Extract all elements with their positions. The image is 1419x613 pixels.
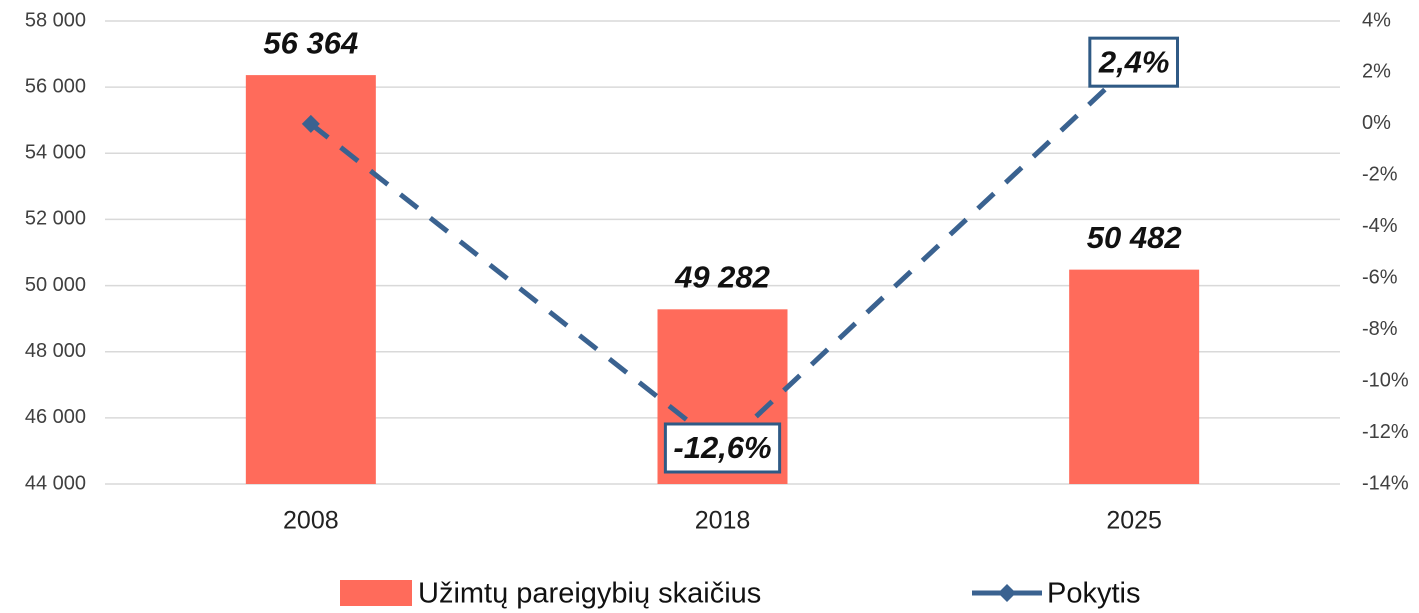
y2-tick-label: 4% [1362, 9, 1391, 31]
data-label: 2,4% [1098, 44, 1170, 79]
line-marker [301, 114, 320, 133]
data-label: 49 282 [674, 260, 770, 295]
legend-marker [998, 584, 1016, 602]
bar [245, 75, 376, 484]
y2-tick-label: 0% [1362, 112, 1391, 134]
data-label-box [663, 422, 782, 474]
y2-tick-label: -4% [1362, 215, 1398, 237]
x-tick-label: 2025 [1106, 507, 1162, 535]
y-tick-label: 56 000 [25, 75, 86, 97]
y-tick-label: 44 000 [25, 472, 86, 494]
y-tick-label: 52 000 [25, 208, 86, 230]
y2-tick-label: -6% [1362, 267, 1398, 289]
legend-label: Užimtų pareigybių skaičius [418, 578, 761, 610]
legend-swatch [340, 580, 412, 606]
x-tick-label: 2018 [695, 507, 751, 535]
y-tick-label: 50 000 [25, 274, 86, 296]
y-tick-label: 46 000 [25, 406, 86, 428]
y2-tick-label: 2% [1362, 61, 1391, 83]
y-tick-label: 58 000 [25, 9, 86, 31]
y2-tick-label: -10% [1362, 369, 1409, 391]
data-label: 56 364 [263, 25, 358, 60]
y2-tick-label: -8% [1362, 318, 1398, 340]
y2-tick-label: -12% [1362, 421, 1409, 443]
y2-tick-label: -14% [1362, 472, 1409, 494]
data-label: 50 482 [1087, 220, 1182, 255]
data-label: -12,6% [673, 430, 771, 465]
data-label-box [1088, 36, 1180, 88]
legend-label: Pokytis [1047, 578, 1140, 610]
bar [1069, 269, 1200, 484]
y2-tick-label: -2% [1362, 164, 1398, 186]
y-tick-label: 48 000 [25, 340, 86, 362]
y-tick-label: 54 000 [25, 142, 86, 164]
x-tick-label: 2008 [283, 507, 339, 535]
